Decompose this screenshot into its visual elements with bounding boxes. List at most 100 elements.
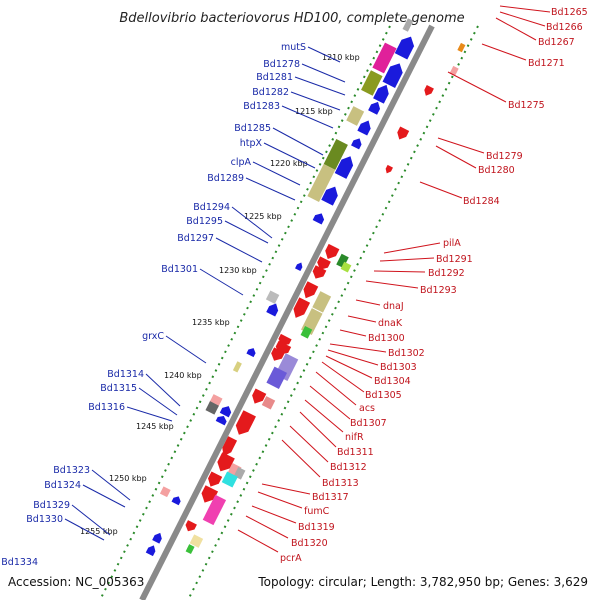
forward-gene-arrow	[303, 281, 319, 299]
reverse-gene-arrow	[145, 545, 156, 557]
gene-label: Bd1282	[252, 87, 289, 98]
gene-label: Bd1279	[486, 151, 523, 162]
kbp-tick: 1220 kbp	[270, 159, 308, 168]
gene-label: Bd1283	[243, 101, 280, 112]
gene-label: Bd1278	[263, 59, 300, 70]
gene-label: Bd1323	[53, 465, 90, 476]
gene-label: Bd1320	[291, 538, 328, 549]
forward-gene-arrow	[252, 388, 267, 404]
gene-label: Bd1267	[538, 37, 575, 48]
gene-label: Bd1265	[551, 7, 588, 18]
reverse-gene-arrow	[312, 213, 325, 225]
inner-dotted-track	[187, 25, 479, 600]
gene-label: Bd1301	[161, 264, 198, 275]
gene-block	[300, 326, 313, 339]
gene-label: Bd1316	[88, 402, 125, 413]
gene-label: Bd1292	[428, 268, 465, 279]
right-gene-labels: Bd1265 Bd1266 Bd1267 Bd1271 Bd1275 Bd127…	[237, 5, 588, 564]
gene-label: Bd1311	[337, 447, 374, 458]
gene-label: Bd1312	[330, 462, 367, 473]
gene-block	[159, 486, 171, 498]
gene-label: Bd1271	[528, 58, 565, 69]
gene-block	[232, 361, 242, 373]
gene-block	[336, 253, 349, 269]
kbp-tick: 1245 kbp	[136, 422, 174, 431]
kbp-tick: 1235 kbp	[192, 318, 230, 327]
gene-block	[323, 138, 348, 170]
forward-gene-arrow	[185, 520, 197, 532]
forward-gene-arrow	[208, 471, 223, 487]
kbp-tick: 1215 kbp	[295, 107, 333, 116]
gene-label: Bd1334	[1, 557, 38, 568]
reverse-gene-arrow	[382, 63, 403, 88]
forward-gene-arrow	[385, 164, 393, 174]
gene-block	[372, 42, 397, 74]
gene-features	[145, 18, 466, 557]
kbp-tick: 1210 kbp	[322, 53, 360, 62]
gene-block	[307, 164, 336, 202]
gene-block	[261, 396, 276, 410]
gene-label: grxC	[142, 331, 164, 342]
gene-block	[185, 544, 195, 555]
gene-label: Bd1303	[380, 362, 417, 373]
gene-block	[266, 366, 288, 389]
forward-gene-arrow	[217, 452, 235, 472]
forward-gene-arrow	[397, 126, 410, 140]
reverse-gene-arrow	[171, 496, 181, 506]
gene-label: Bd1291	[436, 254, 473, 265]
reverse-gene-arrow	[219, 406, 232, 418]
kbp-tick: 1255 kbp	[80, 527, 118, 536]
gene-label: Bd1294	[193, 202, 230, 213]
forward-gene-arrow	[271, 347, 285, 361]
gene-label: Bd1285	[234, 123, 271, 134]
kbp-tick: 1240 kbp	[164, 371, 202, 380]
gene-label: dnaK	[378, 318, 403, 329]
forward-gene-arrow	[222, 436, 238, 457]
reverse-gene-arrow	[394, 36, 415, 60]
gene-label: mutS	[281, 42, 306, 53]
map-title: Bdellovibrio bacteriovorus HD100, comple…	[119, 11, 464, 26]
gene-label: pilA	[443, 238, 461, 249]
gene-label: Bd1266	[546, 22, 583, 33]
forward-gene-arrow	[325, 243, 340, 260]
gene-label: Bd1305	[365, 390, 402, 401]
reverse-gene-arrow	[373, 84, 389, 104]
scale-ticks: 1210 kbp 1215 kbp 1220 kbp 1225 kbp 1230…	[80, 53, 360, 536]
gene-block	[457, 42, 466, 53]
left-gene-labels: mutS Bd1278 Bd1281 Bd1282 Bd1283 Bd1285 …	[1, 42, 346, 568]
reverse-gene-arrow	[295, 262, 303, 272]
gene-label: pcrA	[280, 553, 302, 564]
gene-label: Bd1284	[463, 196, 500, 207]
reverse-gene-arrow	[266, 303, 279, 317]
gene-label: Bd1329	[33, 500, 70, 511]
kbp-tick: 1250 kbp	[109, 474, 147, 483]
gene-label: Bd1297	[177, 233, 214, 244]
kbp-tick: 1225 kbp	[244, 212, 282, 221]
forward-gene-arrow	[235, 410, 256, 435]
outer-dotted-track	[99, 25, 391, 600]
gene-label: Bd1295	[186, 216, 223, 227]
gene-label: Bd1314	[107, 369, 144, 380]
gene-label: Bd1319	[298, 522, 335, 533]
gene-block	[402, 18, 414, 32]
gene-label: acs	[359, 403, 375, 414]
gene-block	[361, 70, 383, 96]
gene-label: Bd1315	[100, 383, 137, 394]
accession-text: Accession: NC_005363	[8, 575, 144, 589]
gene-label: Bd1324	[44, 480, 81, 491]
gene-block	[189, 534, 204, 548]
genome-backbone	[139, 24, 435, 600]
forward-gene-arrow	[317, 256, 331, 270]
gene-label: Bd1330	[26, 514, 63, 525]
reverse-gene-arrow	[334, 156, 354, 179]
gene-label: fumC	[304, 506, 330, 517]
reverse-gene-arrow	[357, 120, 371, 136]
gene-label: htpX	[240, 138, 263, 149]
gene-label: Bd1275	[508, 100, 545, 111]
gene-block	[202, 494, 227, 526]
summary-text: Topology: circular; Length: 3,782,950 bp…	[257, 575, 588, 589]
gene-block	[221, 471, 238, 488]
forward-gene-arrow	[293, 297, 311, 318]
gene-block	[346, 106, 365, 126]
